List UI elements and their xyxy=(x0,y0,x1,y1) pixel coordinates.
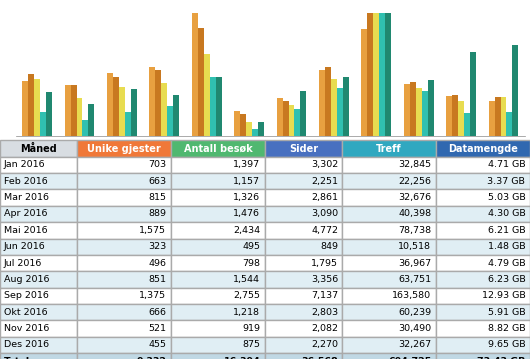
Bar xyxy=(155,70,161,136)
Bar xyxy=(107,73,113,136)
Bar xyxy=(464,113,470,136)
Bar xyxy=(331,79,337,136)
Bar xyxy=(119,87,125,136)
Bar xyxy=(40,112,46,136)
Bar xyxy=(204,54,210,136)
Bar xyxy=(500,97,507,136)
Bar xyxy=(161,83,167,136)
Bar xyxy=(131,89,137,136)
Bar xyxy=(234,111,240,136)
Bar xyxy=(149,67,155,136)
Bar xyxy=(89,104,94,136)
Bar xyxy=(458,101,464,136)
Bar xyxy=(337,88,343,136)
Bar xyxy=(167,106,173,136)
Bar xyxy=(240,114,246,136)
Bar xyxy=(125,112,131,136)
Bar xyxy=(288,106,295,136)
Bar xyxy=(216,77,222,136)
Bar xyxy=(246,122,252,136)
Bar xyxy=(489,101,494,136)
Bar xyxy=(367,13,373,136)
Bar xyxy=(361,29,367,136)
Bar xyxy=(379,13,385,136)
Bar xyxy=(258,122,264,136)
Bar xyxy=(385,13,391,136)
Bar xyxy=(428,80,434,136)
Bar xyxy=(28,74,34,136)
Bar xyxy=(252,129,258,136)
Bar xyxy=(410,82,416,136)
Bar xyxy=(282,101,288,136)
Bar xyxy=(325,67,331,136)
Bar xyxy=(452,95,458,136)
Bar xyxy=(404,84,410,136)
Bar xyxy=(83,120,89,136)
Bar xyxy=(277,98,282,136)
Bar xyxy=(513,45,518,136)
Bar xyxy=(46,92,52,136)
Bar xyxy=(446,96,452,136)
Bar xyxy=(210,77,216,136)
Bar xyxy=(65,85,70,136)
Bar xyxy=(416,88,422,136)
Bar xyxy=(70,85,76,136)
Bar xyxy=(494,97,500,136)
Bar xyxy=(507,112,513,136)
Bar xyxy=(319,70,325,136)
Bar xyxy=(470,52,476,136)
Bar xyxy=(76,98,83,136)
Bar xyxy=(198,28,204,136)
Bar xyxy=(295,109,301,136)
Bar xyxy=(22,81,28,136)
Bar xyxy=(34,79,40,136)
Bar xyxy=(301,91,306,136)
Bar xyxy=(113,77,119,136)
Bar xyxy=(343,77,349,136)
Bar xyxy=(422,91,428,136)
Bar xyxy=(192,13,198,136)
Bar xyxy=(173,95,179,136)
Bar xyxy=(373,13,379,136)
